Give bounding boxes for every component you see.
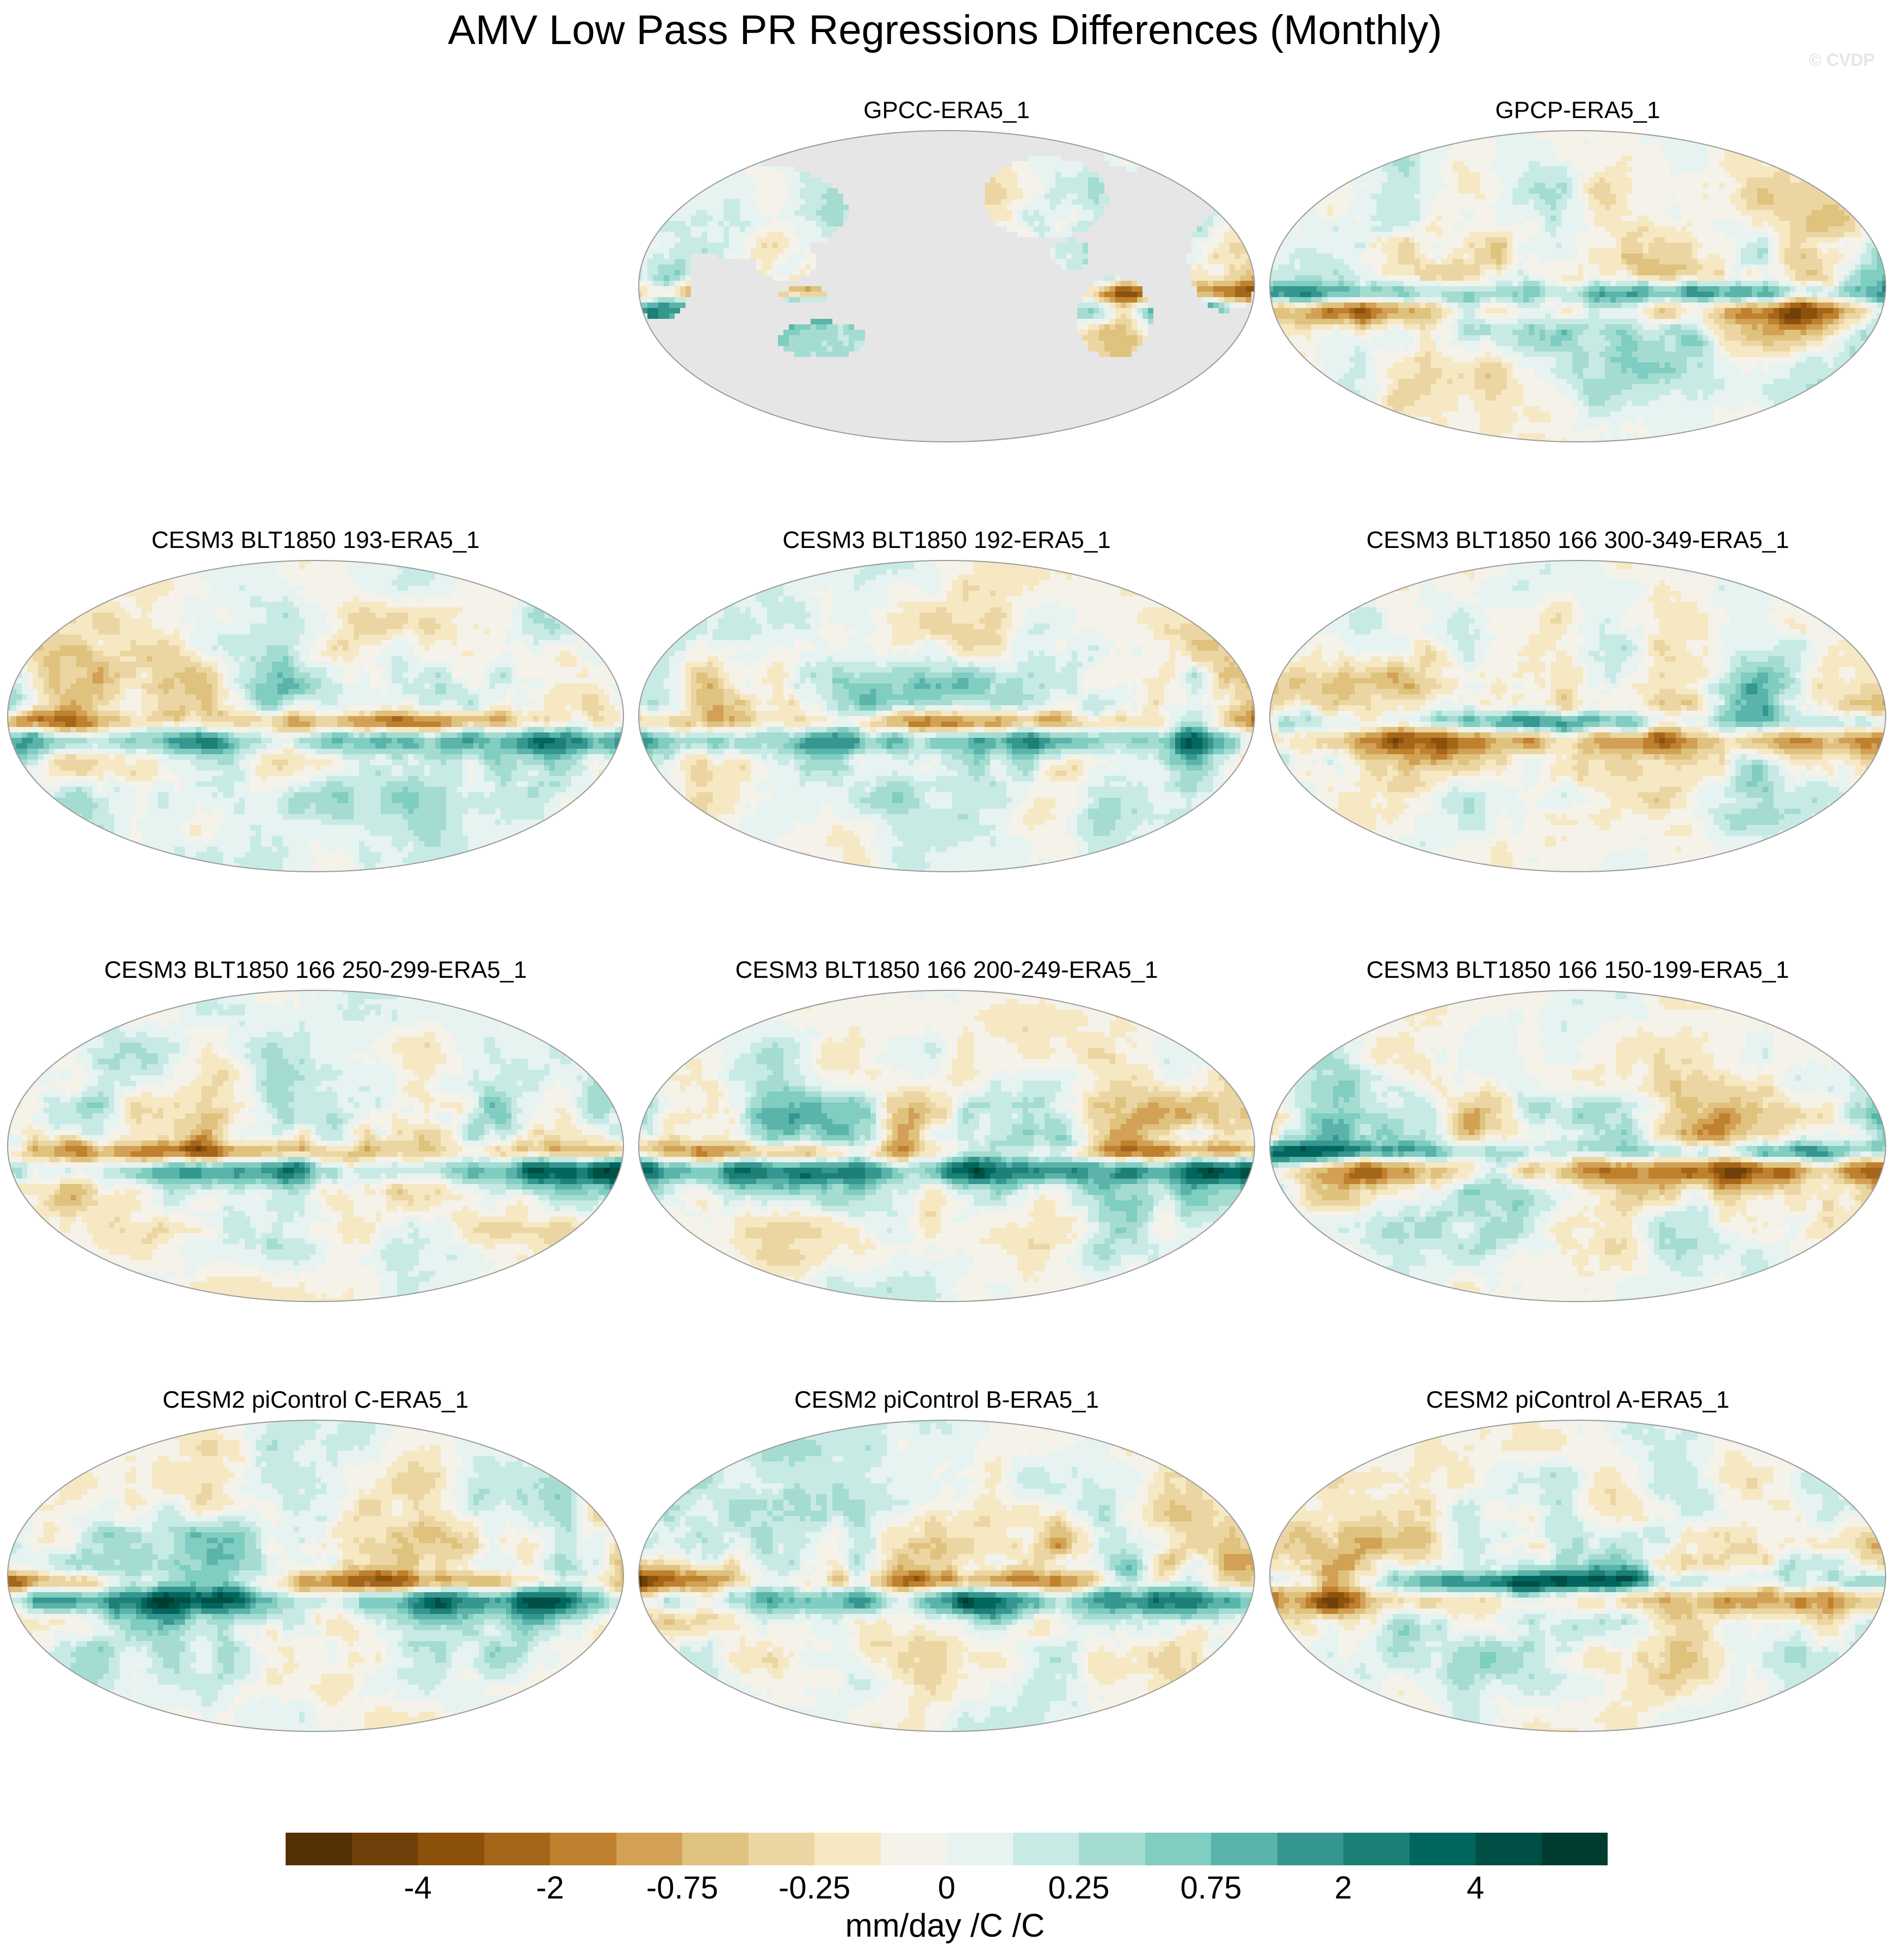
map-panel (7, 560, 624, 872)
map-panel (7, 990, 624, 1302)
panel-title: CESM2 piControl A-ERA5_1 (1268, 1386, 1888, 1414)
map-panel (1269, 560, 1886, 872)
colorbar-swatch (748, 1833, 814, 1865)
map-panel (638, 560, 1255, 872)
colorbar-units-label: mm/day /C /C (0, 1907, 1890, 1944)
colorbar-swatch (550, 1833, 616, 1865)
panel-title: CESM3 BLT1850 193-ERA5_1 (5, 527, 626, 554)
colorbar-tick-label: -2 (536, 1870, 564, 1906)
colorbar-swatch (814, 1833, 881, 1865)
panel-title: CESM2 piControl C-ERA5_1 (5, 1386, 626, 1414)
map-panel (638, 1420, 1255, 1732)
map-outline (638, 560, 1255, 872)
panel-title: GPCC-ERA5_1 (637, 97, 1257, 124)
colorbar-swatch (1343, 1833, 1410, 1865)
colorbar-swatch (880, 1833, 947, 1865)
colorbar-swatch (1475, 1833, 1542, 1865)
colorbar-swatch (1211, 1833, 1277, 1865)
colorbar-swatch (1145, 1833, 1211, 1865)
colorbar-tick-label: -0.75 (646, 1870, 718, 1906)
colorbar-swatch (947, 1833, 1013, 1865)
colorbar-swatch (1409, 1833, 1475, 1865)
colorbar-tick-label: 2 (1335, 1870, 1352, 1906)
map-outline (7, 560, 624, 872)
map-outline (638, 130, 1255, 442)
map-outline (1269, 1420, 1886, 1732)
colorbar-swatch (682, 1833, 749, 1865)
colorbar-swatch (1012, 1833, 1079, 1865)
colorbar-tick-label: 0.25 (1048, 1870, 1110, 1906)
colorbar-swatch (616, 1833, 682, 1865)
colorbar-tick-label: 0.75 (1181, 1870, 1242, 1906)
map-outline (7, 1420, 624, 1732)
panel-title: GPCP-ERA5_1 (1268, 97, 1888, 124)
map-panel (1269, 990, 1886, 1302)
map-panel (1269, 130, 1886, 442)
map-outline (1269, 560, 1886, 872)
map-outline (7, 990, 624, 1302)
cvdp-watermark: © CVDP (1809, 50, 1875, 70)
panel-title: CESM3 BLT1850 166 200-249-ERA5_1 (637, 957, 1257, 984)
map-outline (1269, 130, 1886, 442)
colorbar-swatch (1277, 1833, 1343, 1865)
panel-title: CESM3 BLT1850 166 150-199-ERA5_1 (1268, 957, 1888, 984)
colorbar-tick-label: 4 (1467, 1870, 1484, 1906)
map-panel (638, 990, 1255, 1302)
colorbar-swatch (1541, 1833, 1608, 1865)
map-panel (7, 1420, 624, 1732)
colorbar (286, 1833, 1608, 1865)
panel-title: CESM2 piControl B-ERA5_1 (637, 1386, 1257, 1414)
map-panel (1269, 1420, 1886, 1732)
panel-title: CESM3 BLT1850 166 300-349-ERA5_1 (1268, 527, 1888, 554)
map-outline (638, 990, 1255, 1302)
map-panel (638, 130, 1255, 442)
colorbar-swatch (1079, 1833, 1145, 1865)
colorbar-tick-label: -4 (404, 1870, 432, 1906)
map-outline (638, 1420, 1255, 1732)
colorbar-swatch (351, 1833, 418, 1865)
figure-title: AMV Low Pass PR Regressions Differences … (0, 7, 1890, 54)
colorbar-swatch (418, 1833, 484, 1865)
panel-title: CESM3 BLT1850 192-ERA5_1 (637, 527, 1257, 554)
colorbar-tick-label: -0.25 (779, 1870, 850, 1906)
map-outline (1269, 990, 1886, 1302)
colorbar-swatch (484, 1833, 550, 1865)
colorbar-swatch (286, 1833, 352, 1865)
colorbar-tick-label: 0 (938, 1870, 955, 1906)
panel-title: CESM3 BLT1850 166 250-299-ERA5_1 (5, 957, 626, 984)
